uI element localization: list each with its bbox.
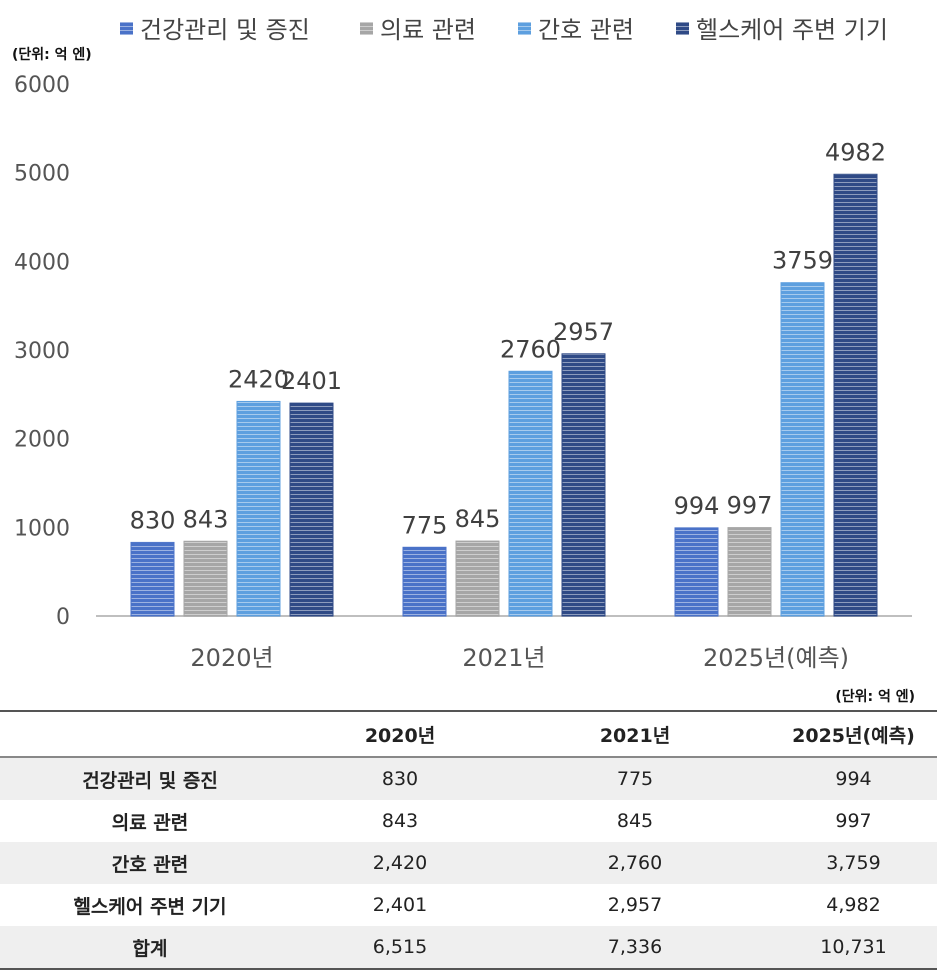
bar <box>833 173 878 617</box>
y-tick-label: 0 <box>56 605 70 630</box>
header-cell: 2021년 <box>599 724 671 747</box>
data-label: 3759 <box>772 247 833 275</box>
table-cell: 2,401 <box>372 894 428 916</box>
legend-label: 헬스케어 주변 기기 <box>696 16 888 44</box>
data-label: 2957 <box>553 318 614 346</box>
bar <box>674 527 719 617</box>
legend-item: 헬스케어 주변 기기 <box>676 16 888 44</box>
x-tick-label: 2020년 <box>190 644 273 672</box>
data-label: 4982 <box>825 138 886 166</box>
bar <box>455 540 500 617</box>
x-tick-label: 2021년 <box>462 644 545 672</box>
legend-label: 의료 관련 <box>380 16 476 44</box>
data-label: 994 <box>674 492 720 520</box>
table-row-total: 합계 6,515 7,336 10,731 <box>0 926 937 969</box>
bar <box>561 353 606 617</box>
bar <box>183 540 228 617</box>
table-cell: 2,957 <box>607 894 663 916</box>
table-header-row: 2020년 2021년 2025년(예측) <box>0 711 937 757</box>
data-label: 843 <box>183 505 229 533</box>
row-label: 헬스케어 주변 기기 <box>73 895 227 918</box>
y-tick-label: 6000 <box>14 73 70 98</box>
y-tick-label: 3000 <box>14 339 70 364</box>
data-label: 2420 <box>228 365 289 393</box>
data-label: 830 <box>130 506 176 534</box>
y-tick-label: 1000 <box>14 516 70 541</box>
data-table: 2020년 2021년 2025년(예측) 건강관리 및 증진 830 775 … <box>0 710 937 970</box>
data-label: 845 <box>455 505 501 533</box>
table-cell: 2,420 <box>372 852 428 874</box>
legend-item: 간호 관련 <box>518 16 634 44</box>
bar <box>780 282 825 617</box>
table-row: 헬스케어 주변 기기 2,401 2,957 4,982 <box>0 884 937 926</box>
legend-swatch <box>676 22 689 35</box>
row-label: 의료 관련 <box>111 811 189 834</box>
table-cell: 843 <box>381 810 419 832</box>
bar <box>508 370 553 617</box>
y-tick-label: 4000 <box>14 250 70 275</box>
header-cell: 2025년(예측) <box>792 724 915 747</box>
table-cell: 6,515 <box>372 936 428 958</box>
legend-swatch <box>360 22 373 35</box>
row-label: 간호 관련 <box>111 853 189 876</box>
header-cell <box>0 711 300 757</box>
legend-item: 의료 관련 <box>360 16 476 44</box>
row-label: 합계 <box>132 937 168 960</box>
legend-swatch <box>518 22 531 35</box>
bar <box>727 527 772 617</box>
table-cell: 4,982 <box>826 894 881 916</box>
legend-label: 간호 관련 <box>538 16 634 44</box>
table-cell: 2,760 <box>607 852 663 874</box>
table-row: 건강관리 및 증진 830 775 994 <box>0 757 937 800</box>
data-label: 997 <box>727 492 773 520</box>
table-cell: 775 <box>616 768 654 790</box>
table-cell: 997 <box>835 810 872 832</box>
table-unit-label: (단위: 억 엔) <box>835 689 915 705</box>
y-tick-label: 2000 <box>14 428 70 453</box>
table-row: 간호 관련 2,420 2,760 3,759 <box>0 842 937 884</box>
x-tick-label: 2025년(예측) <box>703 644 849 672</box>
bar <box>236 400 281 617</box>
data-label: 775 <box>402 511 448 539</box>
bar-chart: 건강관리 및 증진 의료 관련 간호 관련 헬스케어 주변 기기 0 1000 2000 30… <box>14 16 912 672</box>
bar <box>289 402 334 617</box>
table-row: 의료 관련 843 845 997 <box>0 800 937 842</box>
table-cell: 7,336 <box>607 936 663 958</box>
legend-label: 건강관리 및 증진 <box>140 16 310 44</box>
row-label: 건강관리 및 증진 <box>82 769 218 792</box>
table-cell: 3,759 <box>826 852 881 874</box>
table-cell: 830 <box>381 768 419 790</box>
bar <box>130 541 175 617</box>
data-label: 2401 <box>281 367 342 395</box>
table-cell: 994 <box>835 768 872 790</box>
legend-item: 건강관리 및 증진 <box>120 16 310 44</box>
chart-unit-label: (단위: 억 엔) <box>12 47 92 63</box>
table-cell: 845 <box>616 810 654 832</box>
legend-swatch <box>120 22 133 35</box>
table-cell: 10,731 <box>820 936 887 958</box>
y-tick-label: 5000 <box>14 162 70 187</box>
bar <box>402 546 447 617</box>
data-label: 2760 <box>500 335 561 363</box>
header-cell: 2020년 <box>364 724 436 747</box>
